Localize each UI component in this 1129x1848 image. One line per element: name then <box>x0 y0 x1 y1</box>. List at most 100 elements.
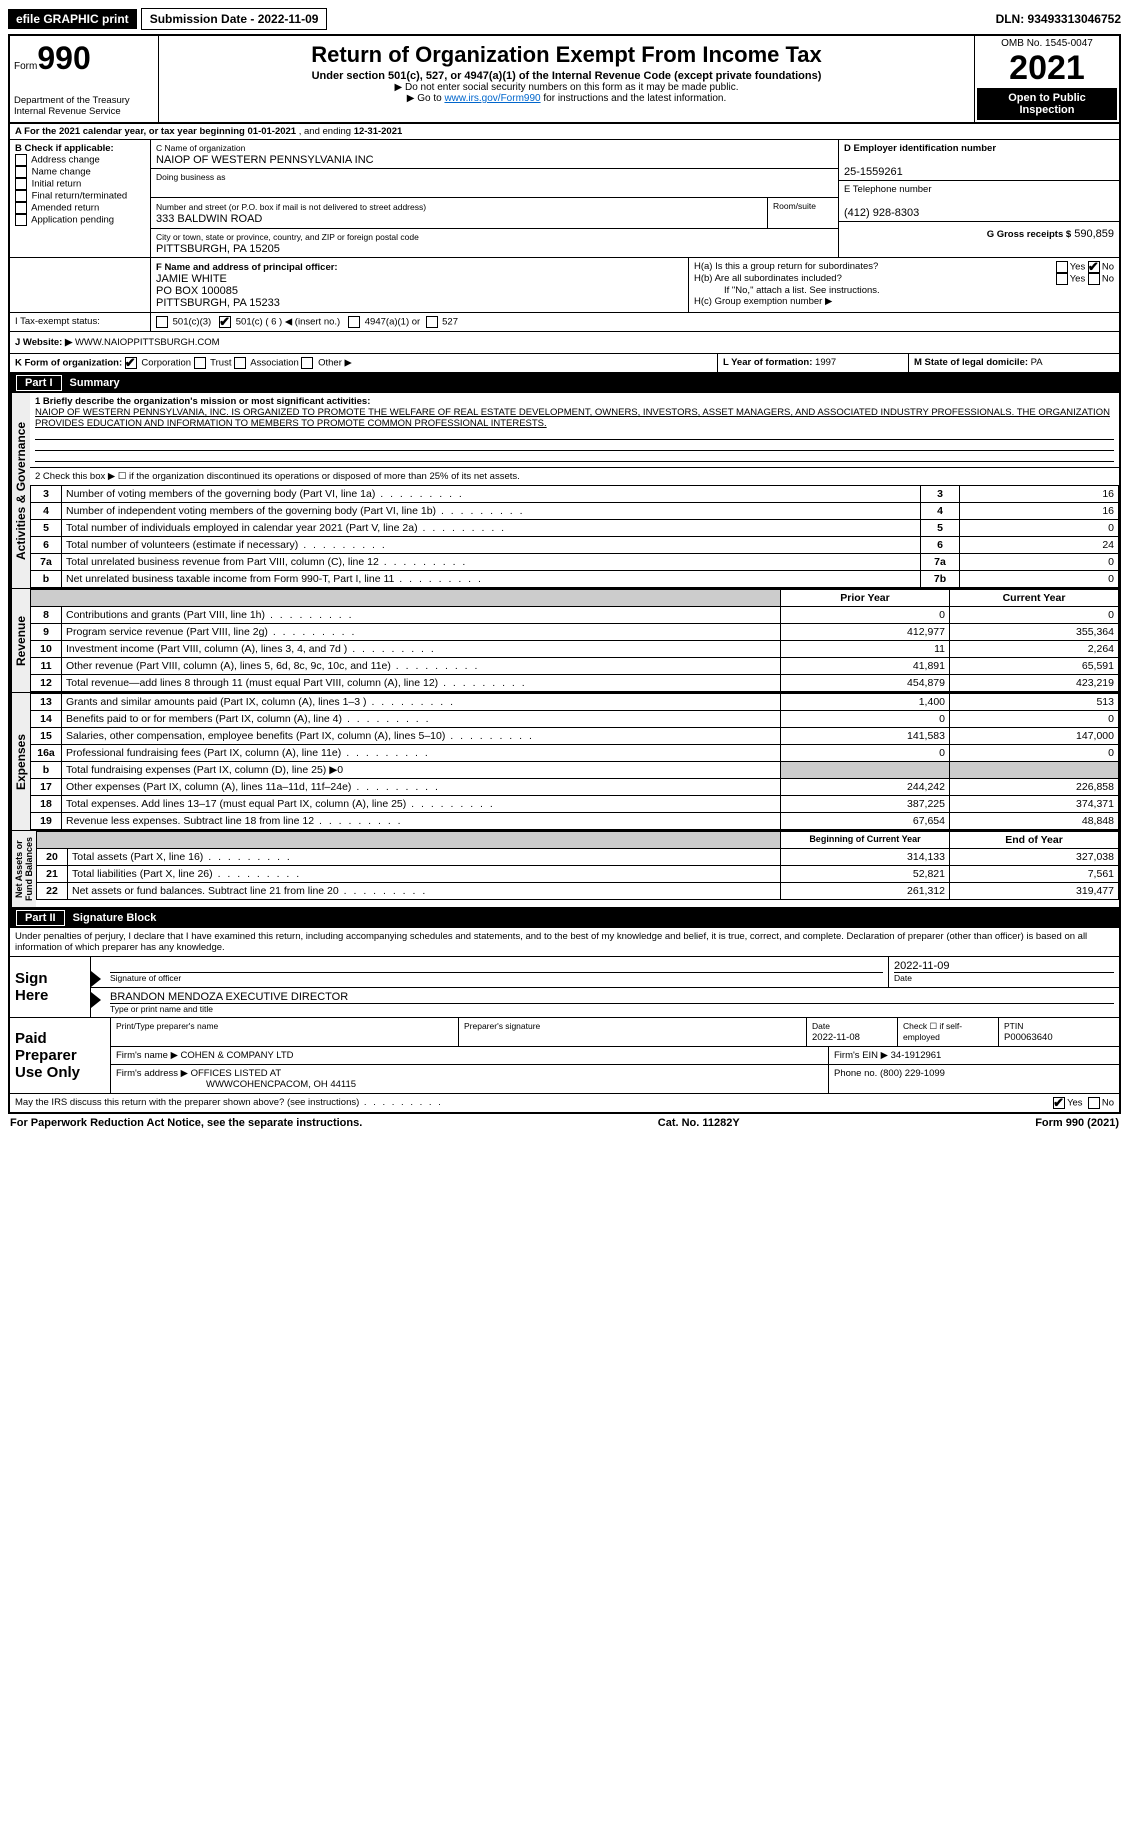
chk-address-change[interactable] <box>15 154 27 166</box>
opt-527: 527 <box>442 317 458 328</box>
goto-suffix: for instructions and the latest informat… <box>541 93 727 104</box>
prep-date-label: Date <box>812 1021 830 1031</box>
chk-final-return[interactable] <box>15 190 27 202</box>
officer-name: JAMIE WHITE <box>156 273 227 285</box>
discuss-yes: Yes <box>1067 1098 1083 1109</box>
sign-here-label: Sign Here <box>10 957 91 1017</box>
hb-label: H(b) Are all subordinates included? <box>694 273 842 285</box>
chk-ha-no[interactable] <box>1088 261 1100 273</box>
revenue-table: Prior YearCurrent Year8Contributions and… <box>30 589 1119 692</box>
period-label: A For the 2021 calendar year, or tax yea… <box>15 126 248 137</box>
ptin-value: P00063640 <box>1004 1032 1053 1043</box>
box-b-label: B Check if applicable: <box>15 143 114 154</box>
firm-ein-value: 34-1912961 <box>891 1050 942 1061</box>
chk-discuss-yes[interactable] <box>1053 1097 1065 1109</box>
block-fh: F Name and address of principal officer:… <box>10 258 1119 313</box>
chk-ha-yes[interactable] <box>1056 261 1068 273</box>
chk-4947[interactable] <box>348 316 360 328</box>
chk-discuss-no[interactable] <box>1088 1097 1100 1109</box>
officer-label: F Name and address of principal officer: <box>156 262 338 273</box>
chk-application-pending[interactable] <box>15 214 27 226</box>
phone-value: (412) 928-8303 <box>844 207 919 219</box>
revenue-section: Revenue Prior YearCurrent Year8Contribut… <box>10 589 1119 693</box>
title-cell: Return of Organization Exempt From Incom… <box>159 36 974 122</box>
chk-corp[interactable] <box>125 357 137 369</box>
website-value: WWW.NAIOPPITTSBURGH.COM <box>75 337 220 348</box>
lbl-initial-return: Initial return <box>32 179 82 190</box>
chk-501c3[interactable] <box>156 316 168 328</box>
lbl-final-return: Final return/terminated <box>32 191 128 202</box>
dept-treasury: Department of the Treasury <box>14 95 154 106</box>
form-word: Form <box>14 61 37 72</box>
footer-right: Form 990 (2021) <box>1035 1117 1119 1129</box>
form-number-cell: Form990 Department of the Treasury Inter… <box>10 36 159 122</box>
vtab-revenue: Revenue <box>10 589 30 692</box>
prep-self-employed: Check ☐ if self-employed <box>898 1018 999 1046</box>
chk-other[interactable] <box>301 357 313 369</box>
chk-hb-yes[interactable] <box>1056 273 1068 285</box>
street-label: Number and street (or P.O. box if mail i… <box>156 202 426 212</box>
opt-trust: Trust <box>210 358 231 369</box>
gross-value: 590,859 <box>1074 228 1114 240</box>
expenses-table: 13Grants and similar amounts paid (Part … <box>30 693 1119 830</box>
sig-officer-label: Signature of officer <box>110 972 883 983</box>
k-label: K Form of organization: <box>15 358 122 369</box>
note-ssn: ▶ Do not enter social security numbers o… <box>167 82 966 93</box>
perjury-declaration: Under penalties of perjury, I declare th… <box>10 928 1119 957</box>
chk-527[interactable] <box>426 316 438 328</box>
hc-label: H(c) Group exemption number ▶ <box>694 296 1114 307</box>
sig-date-label: Date <box>894 972 1114 983</box>
vtab-netassets: Net Assets orFund Balances <box>10 831 36 907</box>
q1-label: 1 Briefly describe the organization's mi… <box>35 396 370 407</box>
part1-name: Summary <box>70 377 120 389</box>
period-end: 12-31-2021 <box>354 126 403 137</box>
chk-assoc[interactable] <box>234 357 246 369</box>
goto-prefix: ▶ Go to <box>407 93 445 104</box>
chk-name-change[interactable] <box>15 166 27 178</box>
chk-hb-no[interactable] <box>1088 273 1100 285</box>
box-deg: D Employer identification number 25-1559… <box>839 140 1119 257</box>
expenses-section: Expenses 13Grants and similar amounts pa… <box>10 693 1119 831</box>
chk-trust[interactable] <box>194 357 206 369</box>
chk-501c[interactable] <box>219 316 231 328</box>
hb-no: No <box>1102 274 1114 285</box>
opt-other: Other ▶ <box>318 358 352 369</box>
q2-text: 2 Check this box ▶ ☐ if the organization… <box>30 468 1119 485</box>
discuss-row: May the IRS discuss this return with the… <box>10 1094 1119 1112</box>
sig-name-value: BRANDON MENDOZA EXECUTIVE DIRECTOR <box>110 991 348 1003</box>
box-b: B Check if applicable: Address change Na… <box>10 140 151 257</box>
firm-phone-label: Phone no. <box>834 1068 877 1079</box>
sig-arrow-icon <box>91 971 101 987</box>
sig-arrow-icon-2 <box>91 992 101 1008</box>
ptin-label: PTIN <box>1004 1021 1023 1031</box>
period-mid: , and ending <box>299 126 354 137</box>
form-990: 990 <box>37 40 90 76</box>
form-header: Form990 Department of the Treasury Inter… <box>8 34 1121 122</box>
form-title: Return of Organization Exempt From Incom… <box>167 42 966 68</box>
part1-title: Part I <box>16 375 62 391</box>
c-name-label: C Name of organization <box>156 143 245 153</box>
part2-header: Part II Signature Block <box>10 908 1119 928</box>
i-label: I Tax-exempt status: <box>10 313 151 331</box>
opt-4947: 4947(a)(1) or <box>365 317 420 328</box>
ha-label: H(a) Is this a group return for subordin… <box>694 261 878 273</box>
footer: For Paperwork Reduction Act Notice, see … <box>8 1114 1121 1132</box>
irs-link[interactable]: www.irs.gov/Form990 <box>444 93 540 104</box>
chk-amended-return[interactable] <box>15 202 27 214</box>
part1-header: Part I Summary <box>10 373 1119 393</box>
street-value: 333 BALDWIN ROAD <box>156 213 262 225</box>
prep-date-value: 2022-11-08 <box>812 1032 860 1043</box>
lbl-application-pending: Application pending <box>31 215 114 226</box>
activities-governance: Activities & Governance 1 Briefly descri… <box>10 393 1119 589</box>
paid-preparer-block: Paid Preparer Use Only Print/Type prepar… <box>10 1018 1119 1094</box>
phone-label: E Telephone number <box>844 184 932 195</box>
l-value: 1997 <box>815 357 836 368</box>
discuss-no: No <box>1102 1098 1114 1109</box>
box-h: H(a) Is this a group return for subordin… <box>689 258 1119 312</box>
ha-no: No <box>1102 262 1114 273</box>
firm-name-label: Firm's name ▶ <box>116 1050 178 1061</box>
chk-initial-return[interactable] <box>15 178 27 190</box>
box-c: C Name of organization NAIOP OF WESTERN … <box>151 140 839 257</box>
form-subtitle: Under section 501(c), 527, or 4947(a)(1)… <box>167 70 966 82</box>
opt-assoc: Association <box>250 358 299 369</box>
